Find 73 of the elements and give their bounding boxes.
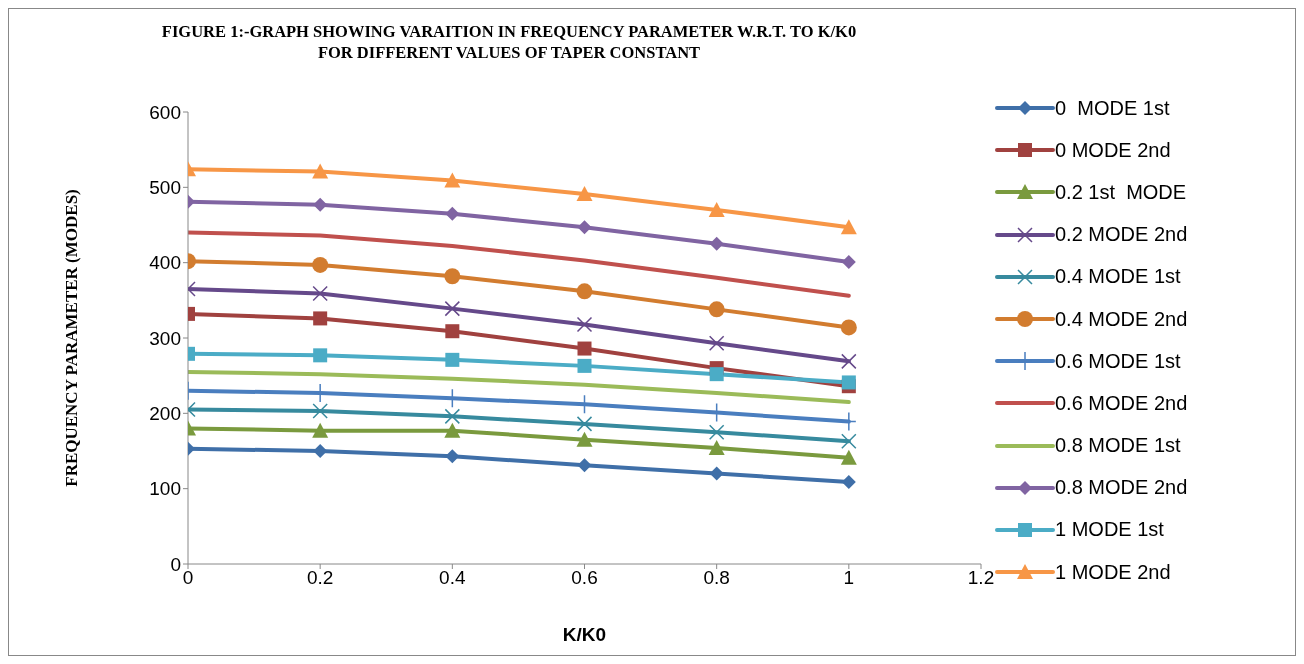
point <box>444 300 461 317</box>
point <box>312 422 329 438</box>
point <box>708 201 725 217</box>
point <box>576 186 593 202</box>
legend-label: 0.4 MODE 2nd <box>1055 307 1188 331</box>
point <box>840 219 857 235</box>
x-tick-label: 1.2 <box>967 567 995 589</box>
point <box>313 444 328 458</box>
legend-label: 1 MODE 1st <box>1055 518 1164 542</box>
point <box>841 375 856 390</box>
point <box>445 449 460 464</box>
point <box>708 424 725 440</box>
point <box>445 352 460 367</box>
point <box>708 439 725 455</box>
point <box>576 416 593 432</box>
point <box>840 449 857 465</box>
y-tick-label: 500 <box>149 177 181 199</box>
legend-label: 0.6 MODE 2nd <box>1055 391 1188 415</box>
legend-label: 0.2 1st MODE <box>1055 180 1187 204</box>
point <box>444 268 461 285</box>
y-tick-label: 0 <box>170 553 181 575</box>
point <box>444 408 461 425</box>
line-series <box>188 369 851 405</box>
chart-title: FIGURE 1:-GRAPH SHOWING VARAITION IN FREQUENCY PARAMETER W.R.T. TO K/K0 FOR DIFFERENT VALUES OF TAPER CONSTANT <box>160 21 858 63</box>
point <box>841 254 856 269</box>
point <box>577 458 592 473</box>
point <box>577 358 592 373</box>
point <box>576 316 593 333</box>
point <box>708 335 725 352</box>
x-tick-label: 0.4 <box>439 567 466 589</box>
y-tick-label: 200 <box>149 403 181 425</box>
point <box>313 197 328 212</box>
point <box>841 474 856 489</box>
point <box>841 433 857 449</box>
y-tick-label: 100 <box>149 478 181 500</box>
x-axis-title: K/K0 <box>562 624 607 645</box>
y-tick-label: 400 <box>149 252 181 274</box>
x-tick-label: 0.2 <box>306 567 334 589</box>
point <box>312 403 328 419</box>
point <box>576 431 593 447</box>
point <box>313 348 328 363</box>
point <box>709 367 724 382</box>
legend-label: 0 MODE 1st <box>1055 96 1170 120</box>
legend-label: 0.2 MODE 2nd <box>1055 223 1188 247</box>
point <box>708 301 725 318</box>
point <box>312 163 329 179</box>
point <box>840 319 857 336</box>
legend-label: 0.6 MODE 1st <box>1055 349 1181 373</box>
point <box>313 311 328 326</box>
point <box>709 236 724 251</box>
point <box>445 324 460 339</box>
legend-label: 0.8 MODE 1st <box>1055 434 1181 458</box>
point <box>709 466 724 481</box>
y-tick-label: 300 <box>149 327 181 349</box>
point <box>841 353 857 370</box>
legend-label: 0 MODE 2nd <box>1055 138 1171 162</box>
point <box>444 422 461 438</box>
point <box>577 220 592 235</box>
legend-label: 0.4 MODE 1st <box>1055 265 1181 289</box>
point <box>444 172 461 188</box>
line-series <box>188 230 851 298</box>
point <box>445 206 460 221</box>
point <box>312 285 328 302</box>
point <box>576 283 593 300</box>
x-tick-label: 1 <box>843 567 855 589</box>
point <box>312 256 329 273</box>
x-tick-label: 0.6 <box>571 567 598 589</box>
point <box>577 341 592 356</box>
legend-label: 1 MODE 2nd <box>1055 560 1171 584</box>
y-tick-label: 600 <box>149 101 181 123</box>
legend-label: 0.8 MODE 2nd <box>1055 476 1188 500</box>
y-axis-title: FREQUENCY PARAMETER (MODES) <box>62 189 82 487</box>
x-tick-label: 0.8 <box>703 567 730 589</box>
